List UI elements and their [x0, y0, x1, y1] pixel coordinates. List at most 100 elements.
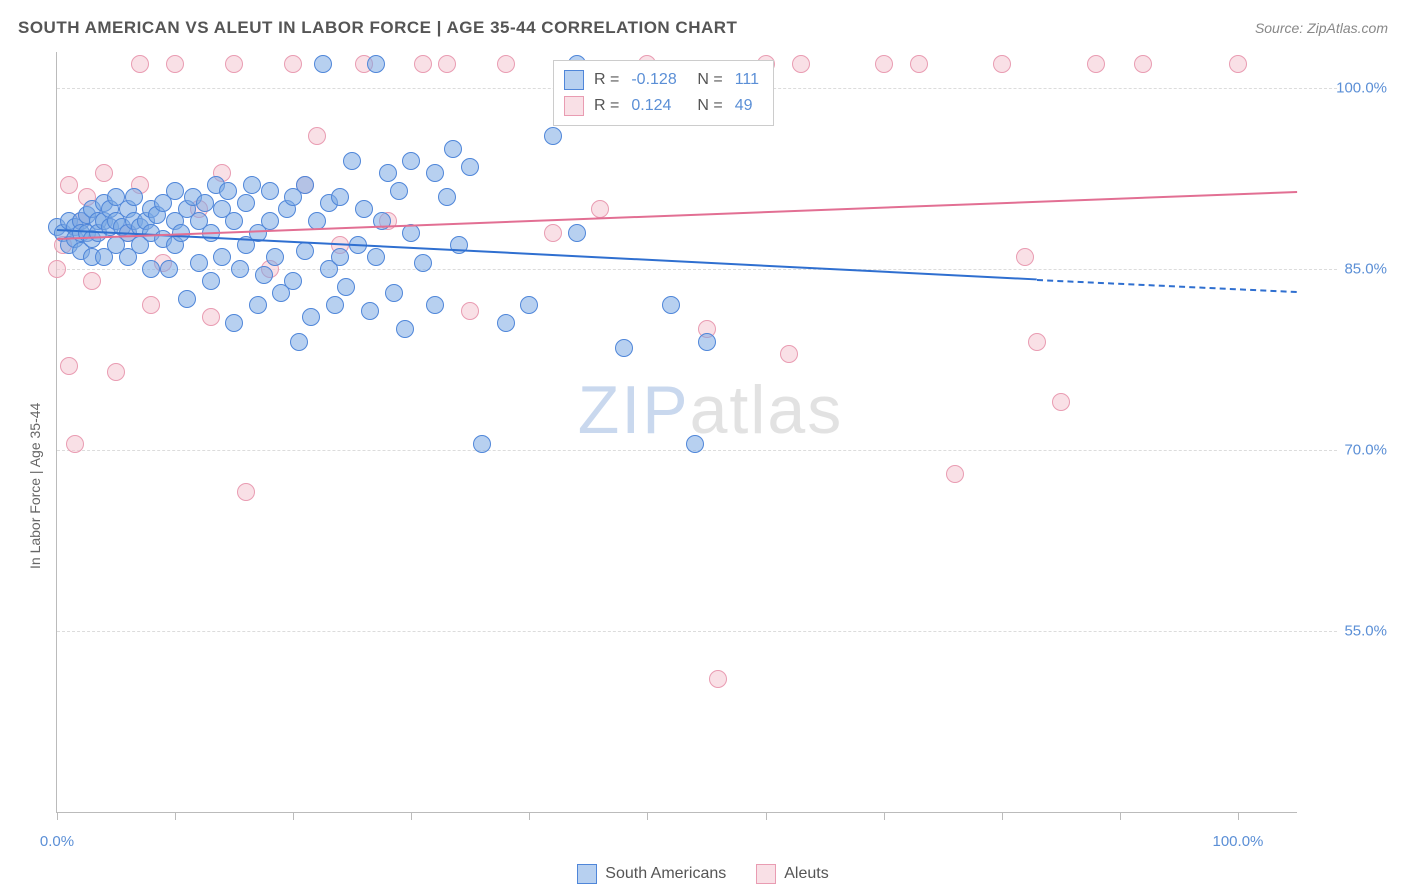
- data-point: [331, 248, 349, 266]
- y-tick-label: 85.0%: [1317, 261, 1387, 278]
- data-point: [361, 302, 379, 320]
- x-tick: [411, 812, 412, 820]
- x-tick: [766, 812, 767, 820]
- data-point: [60, 357, 78, 375]
- data-point: [249, 296, 267, 314]
- data-point: [1087, 55, 1105, 73]
- legend-n-label: N =: [697, 67, 722, 93]
- data-point: [426, 164, 444, 182]
- data-point: [497, 55, 515, 73]
- data-point: [379, 164, 397, 182]
- scatter-plot-area: 55.0%70.0%85.0%100.0%0.0%100.0%In Labor …: [56, 52, 1297, 813]
- data-point: [107, 363, 125, 381]
- data-point: [326, 296, 344, 314]
- data-point: [142, 260, 160, 278]
- data-point: [1052, 393, 1070, 411]
- data-point: [296, 176, 314, 194]
- data-point: [83, 272, 101, 290]
- trend-line-extrapolated: [1037, 279, 1297, 293]
- data-point: [473, 435, 491, 453]
- data-point: [385, 284, 403, 302]
- data-point: [591, 200, 609, 218]
- data-point: [48, 260, 66, 278]
- data-point: [544, 127, 562, 145]
- bottom-legend-item: Aleuts: [756, 864, 828, 884]
- gridline: [57, 631, 1337, 632]
- legend-series-label: Aleuts: [784, 865, 828, 883]
- legend-series-label: South Americans: [605, 865, 726, 883]
- data-point: [95, 164, 113, 182]
- data-point: [402, 152, 420, 170]
- data-point: [178, 290, 196, 308]
- legend-n-value: 111: [735, 67, 759, 93]
- data-point: [414, 254, 432, 272]
- data-point: [343, 152, 361, 170]
- legend-row: R =-0.128N =111: [564, 67, 759, 93]
- title-bar: SOUTH AMERICAN VS ALEUT IN LABOR FORCE |…: [18, 18, 1388, 38]
- x-tick: [175, 812, 176, 820]
- data-point: [125, 188, 143, 206]
- bottom-legend: South Americans Aleuts: [0, 864, 1406, 884]
- data-point: [225, 314, 243, 332]
- data-point: [461, 158, 479, 176]
- legend-swatch: [577, 864, 597, 884]
- data-point: [237, 194, 255, 212]
- data-point: [231, 260, 249, 278]
- data-point: [302, 308, 320, 326]
- data-point: [190, 254, 208, 272]
- data-point: [367, 248, 385, 266]
- data-point: [709, 670, 727, 688]
- data-point: [568, 224, 586, 242]
- data-point: [497, 314, 515, 332]
- data-point: [396, 320, 414, 338]
- data-point: [255, 266, 273, 284]
- y-tick-label: 100.0%: [1317, 80, 1387, 97]
- data-point: [202, 308, 220, 326]
- data-point: [544, 224, 562, 242]
- x-tick: [647, 812, 648, 820]
- data-point: [875, 55, 893, 73]
- data-point: [284, 272, 302, 290]
- data-point: [1016, 248, 1034, 266]
- data-point: [390, 182, 408, 200]
- data-point: [792, 55, 810, 73]
- y-axis-label: In Labor Force | Age 35-44: [27, 402, 43, 568]
- data-point: [308, 127, 326, 145]
- data-point: [337, 278, 355, 296]
- data-point: [213, 248, 231, 266]
- data-point: [166, 182, 184, 200]
- legend-swatch: [564, 70, 584, 90]
- data-point: [946, 465, 964, 483]
- data-point: [438, 55, 456, 73]
- x-tick-label: 0.0%: [40, 833, 74, 850]
- data-point: [1134, 55, 1152, 73]
- y-tick-label: 55.0%: [1317, 623, 1387, 640]
- data-point: [266, 248, 284, 266]
- legend-r-value: -0.128: [631, 67, 687, 93]
- x-tick: [293, 812, 294, 820]
- x-tick: [884, 812, 885, 820]
- data-point: [780, 345, 798, 363]
- data-point: [60, 176, 78, 194]
- data-point: [219, 182, 237, 200]
- legend-r-label: R =: [594, 93, 619, 119]
- legend-r-value: 0.124: [631, 93, 687, 119]
- y-tick-label: 70.0%: [1317, 442, 1387, 459]
- data-point: [237, 483, 255, 501]
- legend-row: R = 0.124 N = 49: [564, 93, 759, 119]
- data-point: [698, 333, 716, 351]
- data-point: [910, 55, 928, 73]
- legend-swatch: [564, 96, 584, 116]
- data-point: [1229, 55, 1247, 73]
- chart-title: SOUTH AMERICAN VS ALEUT IN LABOR FORCE |…: [18, 18, 737, 38]
- x-tick: [529, 812, 530, 820]
- data-point: [261, 212, 279, 230]
- legend-n-value: 49: [735, 93, 753, 119]
- data-point: [438, 188, 456, 206]
- data-point: [1028, 333, 1046, 351]
- data-point: [993, 55, 1011, 73]
- data-point: [243, 176, 261, 194]
- data-point: [426, 296, 444, 314]
- legend-n-label: N =: [697, 93, 722, 119]
- data-point: [196, 194, 214, 212]
